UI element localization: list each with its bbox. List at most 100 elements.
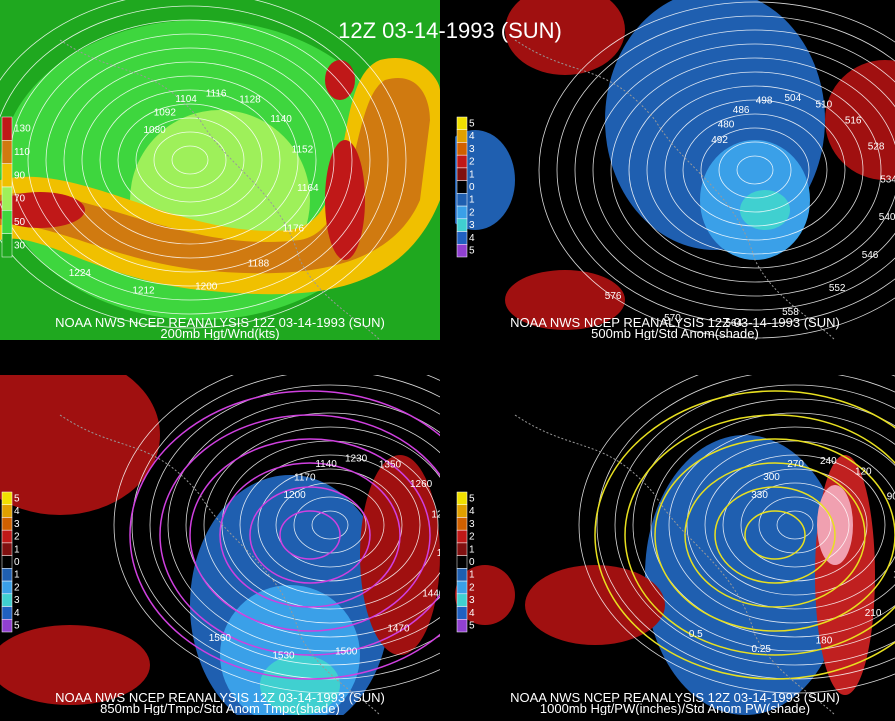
legend-label: 5 xyxy=(469,621,475,632)
height-contour xyxy=(592,43,895,297)
legend-swatch xyxy=(1,210,13,234)
secondary-contour xyxy=(279,510,341,560)
height-contour xyxy=(0,0,407,329)
anomaly-shade xyxy=(817,485,853,565)
legend-swatch xyxy=(456,180,468,194)
contour-label: 558 xyxy=(782,307,799,318)
legend-swatch xyxy=(1,555,13,569)
panel-caption: 500mb Hgt/Std Anom(shade) xyxy=(591,326,759,341)
contour-label: 498 xyxy=(756,95,773,106)
secondary-contour xyxy=(219,462,401,608)
contour-label: 510 xyxy=(816,99,833,110)
contour-label: 552 xyxy=(829,283,846,294)
height-contour xyxy=(668,426,895,624)
contour-label: 528 xyxy=(868,141,885,152)
legend-swatch xyxy=(456,244,468,258)
contour-label: 1224 xyxy=(69,268,92,279)
panel-content: 1200117011401230135012601290132014401470… xyxy=(0,375,440,715)
legend-swatch xyxy=(456,529,468,544)
legend-label: 2 xyxy=(14,582,20,593)
panel-content: 1080 1092 1104 1116 1128 1140 1152 1164 1176 1188… xyxy=(0,0,440,340)
legend-label: 5 xyxy=(14,493,20,504)
contour-label: 120 xyxy=(855,467,872,478)
map-panel: 1200117011401230135012601290132014401470… xyxy=(0,375,440,715)
legend-swatch xyxy=(456,580,468,595)
height-contour xyxy=(203,426,440,624)
height-contour xyxy=(574,29,895,311)
legend-swatch xyxy=(456,568,468,582)
legend-label: 3 xyxy=(469,144,475,155)
height-contour xyxy=(776,510,814,540)
source-label: NOAA NWS NCEP REANALYSIS 12Z 03-14-1993 … xyxy=(55,315,385,330)
map-panel: 1080 1092 1104 1116 1128 1140 1152 1164 1176 1188… xyxy=(0,0,440,340)
legend-label: 2 xyxy=(469,157,475,168)
legend-swatch xyxy=(1,517,13,531)
legend-swatch xyxy=(1,606,13,620)
height-contour xyxy=(171,145,209,175)
contour-label: 570 xyxy=(664,313,681,324)
legend-swatch xyxy=(456,142,468,156)
legend-label: 3 xyxy=(14,595,20,606)
legend-label: 3 xyxy=(469,595,475,606)
legend-label: 3 xyxy=(469,220,475,231)
legend-swatch xyxy=(1,233,13,258)
legend-label: 2 xyxy=(469,207,475,218)
height-contour xyxy=(117,103,263,217)
anomaly-shade xyxy=(260,655,340,715)
legend-label: 0 xyxy=(14,557,20,568)
height-contour xyxy=(596,375,895,680)
contour-label: 150 xyxy=(893,569,895,580)
height-contour xyxy=(628,71,882,269)
contour-label: 564 xyxy=(725,318,742,329)
legend-swatch xyxy=(456,504,468,518)
legend-swatch xyxy=(456,205,468,220)
contour-label: 1080 xyxy=(143,125,166,136)
contour-label: 1200 xyxy=(195,281,218,292)
secondary-contour xyxy=(684,462,866,608)
legend-label: 1 xyxy=(469,544,475,555)
contour-label: 1500 xyxy=(335,646,358,657)
height-contour xyxy=(650,412,895,638)
anomaly-shade xyxy=(455,130,515,230)
contour-label: 1176 xyxy=(283,224,305,235)
legend-label: 4 xyxy=(14,506,20,517)
contour-label: 1128 xyxy=(239,95,261,106)
height-contour xyxy=(167,398,440,652)
contour-label: 516 xyxy=(845,116,862,127)
legend-swatch xyxy=(1,163,13,188)
legend-swatch xyxy=(456,116,468,130)
contour-label: 1530 xyxy=(272,650,295,661)
contour-label: 1230 xyxy=(345,454,368,465)
height-contour xyxy=(736,155,774,185)
legend-swatch xyxy=(1,580,13,595)
contour-label: 1350 xyxy=(379,460,402,471)
legend-label: 1 xyxy=(14,570,20,581)
contour-label: 1140 xyxy=(270,114,292,125)
legend-label: 5 xyxy=(469,118,475,129)
contour-label: 210 xyxy=(865,608,882,619)
height-contour xyxy=(185,412,440,638)
legend-swatch xyxy=(1,116,13,141)
legend-swatch xyxy=(456,542,468,556)
contour-label: 1470 xyxy=(387,624,410,635)
legend-label: 1 xyxy=(469,169,475,180)
anomaly-shade xyxy=(0,625,150,705)
legend-label: 0 xyxy=(469,557,475,568)
contour-label: 1170 xyxy=(294,473,316,484)
legend-swatch xyxy=(456,231,468,245)
contour-label: 0.25 xyxy=(752,644,772,655)
secondary-contour xyxy=(189,438,431,632)
source-label: NOAA NWS NCEP REANALYSIS 12Z 03-14-1993 … xyxy=(510,315,840,330)
legend-label: 5 xyxy=(469,246,475,257)
secondary-contour xyxy=(129,390,440,680)
coastline xyxy=(59,414,381,715)
contour-label: 1188 xyxy=(248,259,270,270)
contour-label: 1140 xyxy=(315,459,337,470)
legend-label: 4 xyxy=(469,233,475,244)
anomaly-shade xyxy=(0,78,430,274)
legend-label: 1 xyxy=(469,195,475,206)
legend-label: 2 xyxy=(14,532,20,543)
secondary-contour xyxy=(624,414,895,656)
legend-swatch xyxy=(1,140,13,164)
